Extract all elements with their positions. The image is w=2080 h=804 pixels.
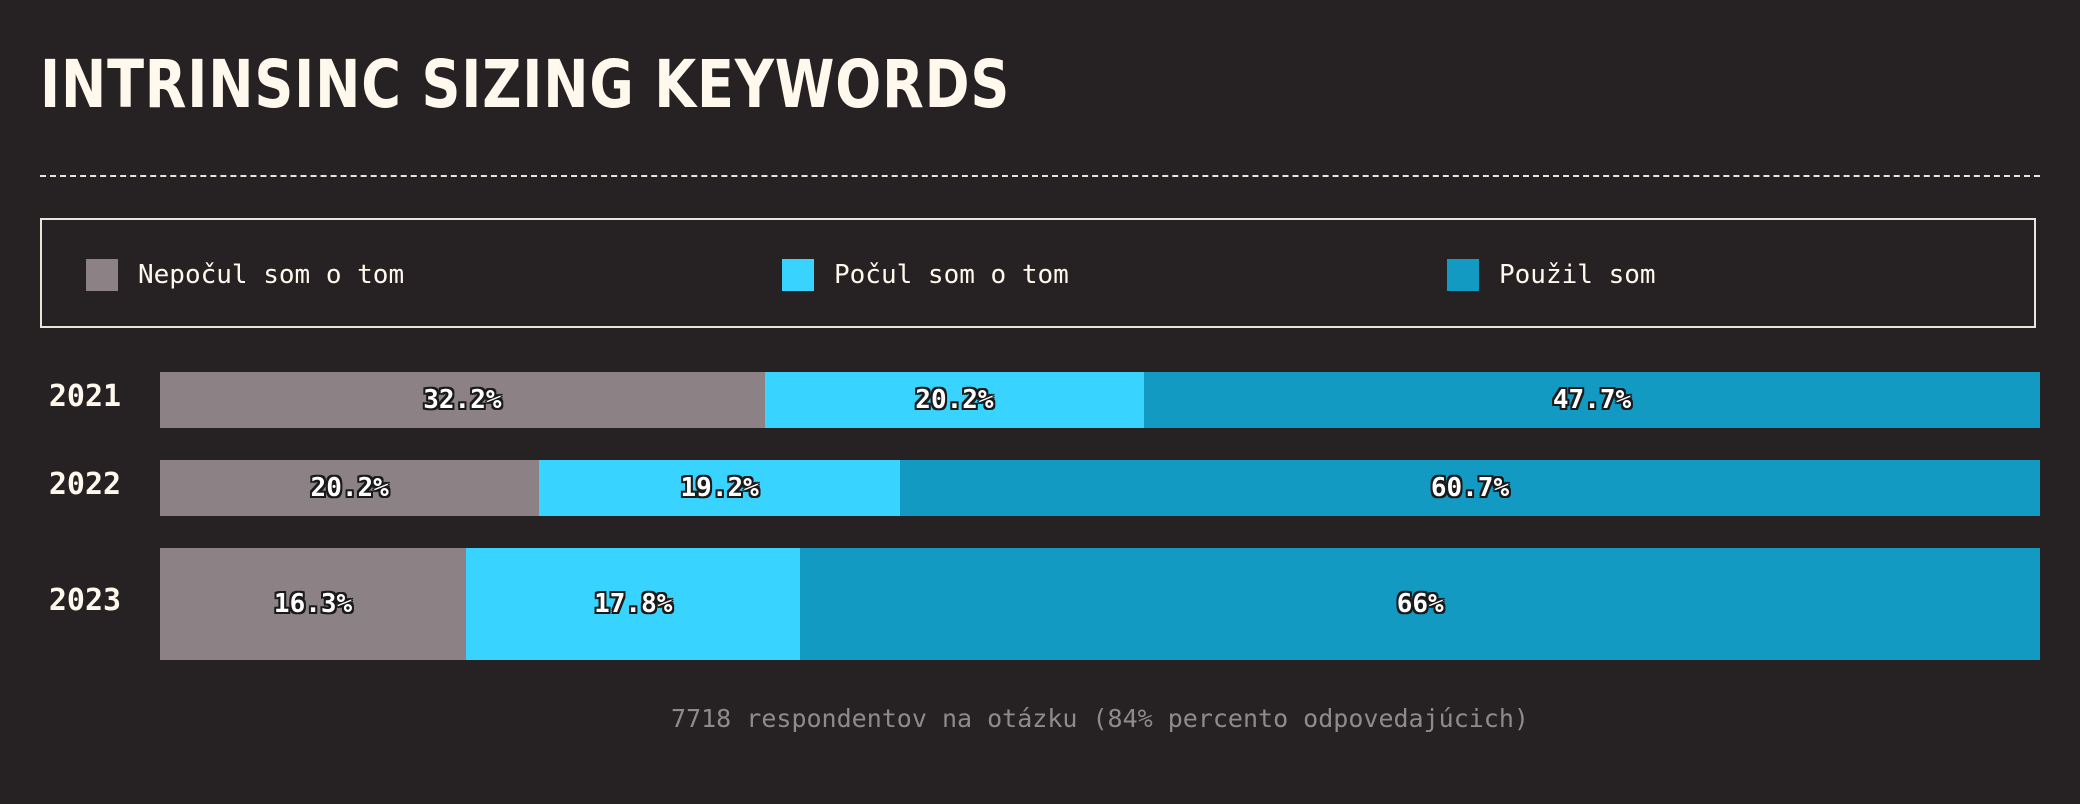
bar-segment-2023-used[interactable]: 66%	[800, 548, 2040, 660]
legend-label-not-heard: Nepočul som o tom	[138, 260, 405, 290]
bar-segment-2022-heard[interactable]: 19.2%	[539, 460, 900, 516]
bar-value-label: 16.3%	[273, 589, 353, 619]
bar-segment-2022-not-heard[interactable]: 20.2%	[160, 460, 540, 516]
bar-value-label: 20.2%	[310, 473, 389, 503]
bar-row-2023: 16.3% 17.8% 66%	[160, 548, 2040, 660]
bar-value-label: 66%	[1396, 589, 1444, 619]
bar-row-2021: 32.2% 20.2% 47.7%	[160, 372, 2040, 428]
bar-segment-2021-used[interactable]: 47.7%	[1144, 372, 2040, 428]
bar-segment-2023-not-heard[interactable]: 16.3%	[160, 548, 467, 660]
bar-value-label: 20.2%	[915, 385, 994, 415]
bar-segment-2021-heard[interactable]: 20.2%	[764, 372, 1145, 428]
chart-title: INTRINSINC SIZING KEYWORDS	[40, 46, 1011, 123]
legend-swatch-used	[1447, 259, 1479, 291]
legend-label-heard: Počul som o tom	[834, 260, 1069, 290]
legend-item-heard[interactable]: Počul som o tom	[782, 259, 1069, 291]
bar-segment-2021-not-heard[interactable]: 32.2%	[160, 372, 765, 428]
bar-row-2022: 20.2% 19.2% 60.7%	[160, 460, 2040, 516]
legend-item-used[interactable]: Použil som	[1447, 259, 1656, 291]
year-label-2022: 2022	[48, 467, 122, 502]
bar-value-label: 60.7%	[1430, 473, 1510, 503]
legend-swatch-not-heard	[86, 259, 118, 291]
bar-value-label: 19.2%	[680, 473, 759, 503]
bar-value-label: 47.7%	[1552, 385, 1632, 415]
bar-value-label: 32.2%	[423, 385, 502, 415]
year-label-2021: 2021	[48, 379, 122, 414]
title-divider	[40, 175, 2040, 177]
bar-segment-2023-heard[interactable]: 17.8%	[466, 548, 801, 660]
legend-label-used: Použil som	[1499, 260, 1656, 290]
legend-item-not-heard[interactable]: Nepočul som o tom	[86, 259, 405, 291]
bar-segment-2022-used[interactable]: 60.7%	[899, 460, 2040, 516]
legend-swatch-heard	[782, 259, 814, 291]
year-label-2023: 2023	[48, 583, 122, 618]
bar-value-label: 17.8%	[594, 589, 673, 619]
legend: Nepočul som o tom Počul som o tom Použil…	[40, 218, 2036, 328]
respondents-footnote: 7718 respondentov na otázku (84% percent…	[671, 704, 1529, 733]
